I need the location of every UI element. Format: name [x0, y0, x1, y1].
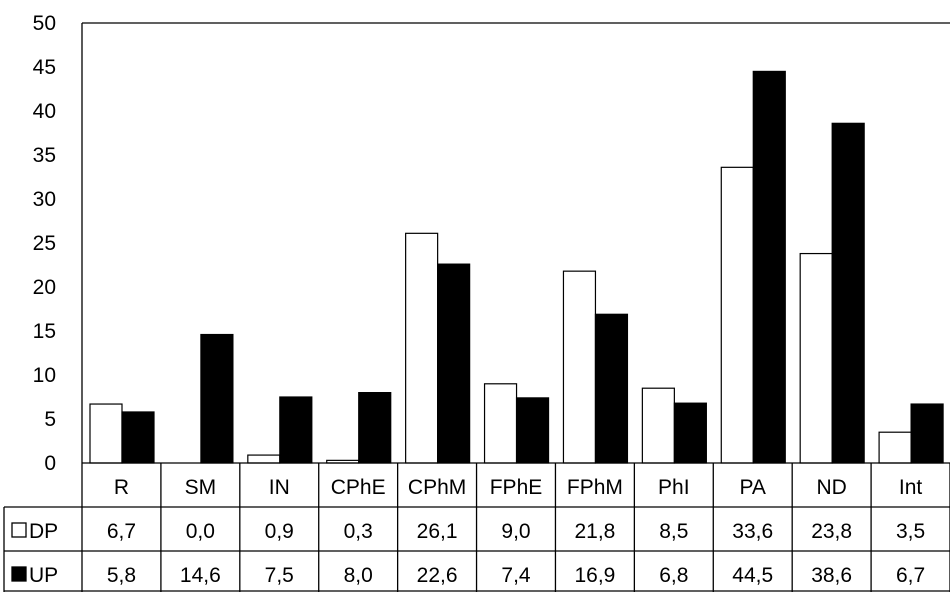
- bar-up-cphe: [358, 392, 392, 464]
- table-value: 9,0: [501, 520, 530, 543]
- bar-dp-nd: [799, 252, 833, 464]
- bar-up-phi: [673, 402, 707, 464]
- table-value: 8,5: [659, 520, 688, 543]
- series-name-dp: DP: [29, 520, 58, 543]
- bar-dp-r: [89, 403, 123, 464]
- y-tick-label: 35: [33, 144, 56, 167]
- bar-dp-in: [247, 454, 281, 464]
- table-value: 5,8: [107, 564, 136, 587]
- y-tick-label: 50: [33, 12, 56, 35]
- bar-up-fphe: [515, 397, 550, 464]
- table-value: 3,5: [896, 520, 925, 543]
- table-value: 6,8: [659, 564, 688, 587]
- bar-up-pa: [752, 70, 786, 464]
- y-axis-ticks: 0 5 10 15 20 25 30 35 40 45 50: [33, 12, 56, 475]
- y-tick-label: 10: [33, 364, 56, 387]
- category-label: Int: [899, 476, 923, 499]
- bar-up-sm: [200, 333, 234, 464]
- y-tick-label: 0: [44, 452, 56, 475]
- category-label: R: [114, 476, 129, 499]
- category-label: CPhE: [331, 476, 386, 499]
- bar-up-in: [279, 396, 313, 464]
- y-tick-label: 5: [44, 408, 56, 431]
- table-value: 33,6: [732, 520, 773, 543]
- bar-dp-pa: [720, 166, 754, 464]
- table-value: 38,6: [811, 564, 852, 587]
- category-label: IN: [269, 476, 290, 499]
- category-label: PA: [739, 476, 765, 499]
- table-value: 21,8: [574, 520, 615, 543]
- bar-up-nd: [831, 122, 865, 464]
- y-tick-label: 25: [33, 232, 56, 255]
- table-value: 0,0: [186, 520, 215, 543]
- y-tick-label: 15: [33, 320, 56, 343]
- bars: [89, 70, 944, 464]
- table-value: 22,6: [417, 564, 458, 587]
- legend-key-dp: [11, 522, 27, 538]
- bar-up-r: [121, 411, 155, 464]
- table-value: 8,0: [344, 564, 373, 587]
- category-label: CPhM: [408, 476, 466, 499]
- category-label: SM: [185, 476, 217, 499]
- bar-dp-int: [878, 431, 912, 464]
- table-value: 6,7: [107, 520, 136, 543]
- y-tick-label: 20: [33, 276, 56, 299]
- y-tick-label: 30: [33, 188, 56, 211]
- y-tick-label: 40: [33, 100, 56, 123]
- bar-dp-fphm: [562, 270, 597, 464]
- bar-dp-fphe: [483, 383, 518, 464]
- y-tick-label: 45: [33, 56, 56, 79]
- table-value: 44,5: [732, 564, 773, 587]
- table-value: 26,1: [417, 520, 458, 543]
- category-label: PhI: [658, 476, 690, 499]
- bar-dp-cphm: [405, 232, 439, 464]
- legend-key-up: [11, 566, 27, 582]
- table-value: 14,6: [180, 564, 221, 587]
- table-value: 0,9: [265, 520, 294, 543]
- table-value: 6,7: [896, 564, 925, 587]
- table-value: 0,3: [344, 520, 373, 543]
- data-table: R SM IN CPhE CPhM FPhE FPhM PhI PA ND Int DP 6,7 0,0 0…: [3, 462, 950, 592]
- bar-dp-phi: [641, 387, 675, 464]
- bar-up-cphm: [437, 263, 471, 464]
- table-value: 7,4: [501, 564, 531, 587]
- bar-up-int: [910, 403, 944, 464]
- category-label: ND: [816, 476, 846, 499]
- table-value: 16,9: [574, 564, 615, 587]
- category-label: FPhM: [567, 476, 623, 499]
- category-label: FPhE: [490, 476, 543, 499]
- table-value: 23,8: [811, 520, 852, 543]
- series-name-up: UP: [29, 564, 58, 587]
- bar-up-fphm: [594, 313, 629, 464]
- table-value: 7,5: [265, 564, 294, 587]
- plot-frame: [81, 22, 950, 463]
